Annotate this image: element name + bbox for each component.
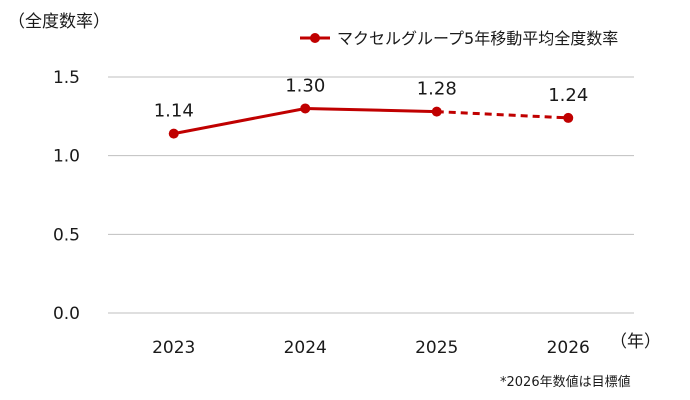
- data-point: [300, 103, 311, 114]
- data-label: 1.28: [417, 79, 457, 100]
- y-tick-label: 0.5: [53, 225, 80, 245]
- series-line: [168, 103, 574, 139]
- data-point: [168, 128, 179, 139]
- y-axis-title: （全度数率）: [8, 12, 110, 32]
- y-tick-label: 1.5: [53, 68, 80, 88]
- data-point: [431, 106, 442, 117]
- footnote: *2026年数値は目標値: [500, 374, 631, 390]
- data-labels: 1.14 1.30 1.28 1.24: [154, 75, 589, 121]
- series-line-target: [436, 110, 569, 120]
- x-tick-label: 2023: [152, 338, 195, 358]
- data-point: [563, 112, 574, 123]
- x-tick-label: 2026: [547, 338, 590, 358]
- legend: マクセルグループ5年移動平均全度数率: [300, 29, 618, 48]
- legend-marker: [310, 33, 320, 43]
- x-axis-ticks: 2023 2024 2025 2026: [152, 338, 590, 358]
- data-label: 1.14: [154, 101, 194, 122]
- y-tick-label: 1.0: [53, 147, 80, 167]
- data-label: 1.30: [285, 75, 325, 96]
- data-label: 1.24: [548, 85, 588, 106]
- legend-label: マクセルグループ5年移動平均全度数率: [337, 29, 618, 48]
- y-axis-ticks: 0.0 0.5 1.0 1.5: [53, 68, 80, 324]
- gridlines: [108, 76, 634, 314]
- x-tick-label: 2025: [415, 338, 458, 358]
- x-tick-label: 2024: [284, 338, 327, 358]
- y-tick-label: 0.0: [53, 304, 80, 324]
- x-axis-unit: （年）: [610, 332, 661, 352]
